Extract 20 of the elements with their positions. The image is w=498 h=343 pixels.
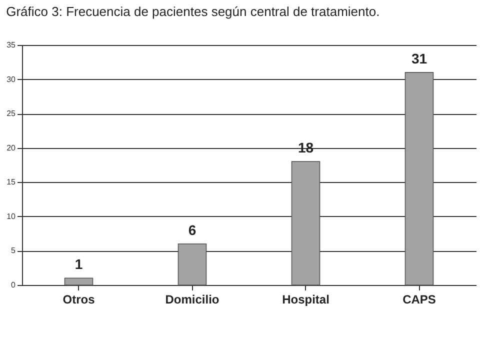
bar	[64, 278, 94, 286]
x-tick-label: Otros	[62, 292, 96, 306]
y-tick-label: 20	[6, 143, 16, 152]
chart-title: Gráfico 3: Frecuencia de pacientes según central de tratamiento.	[6, 4, 380, 19]
y-tick-label: 10	[6, 212, 16, 221]
y-tick-label: 25	[6, 109, 16, 118]
y-tick-label: 5	[11, 246, 16, 256]
data-label: 1	[74, 256, 83, 272]
y-tick-label: 30	[6, 74, 16, 84]
x-tick-label: Domicilio	[165, 292, 220, 306]
bar	[404, 72, 434, 286]
bar	[178, 243, 207, 286]
x-tick-label: CAPS	[402, 292, 436, 306]
y-tick-label: 0	[11, 280, 16, 290]
bar	[291, 161, 320, 286]
x-tick-label: Hospital	[282, 292, 330, 306]
y-tick-label: 35	[6, 40, 16, 50]
y-tick-label: 15	[6, 178, 16, 187]
data-label: 6	[188, 222, 196, 238]
data-label: 31	[411, 50, 428, 66]
